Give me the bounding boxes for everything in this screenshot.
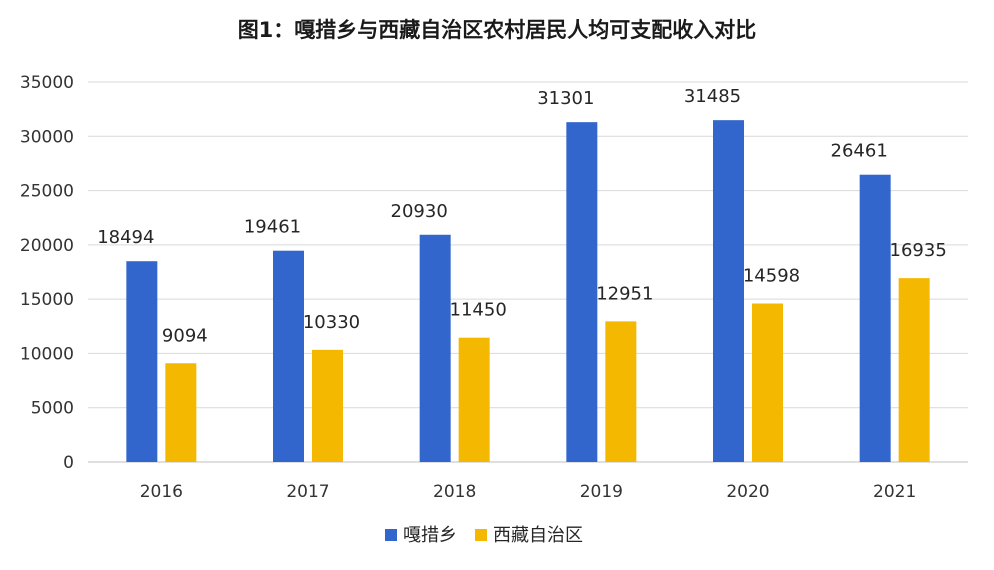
data-label: 31485 [684,86,741,107]
legend-swatch [475,529,487,541]
bar-series-2 [312,349,343,462]
y-tick-label: 5000 [31,399,74,419]
data-label: 11450 [450,300,507,321]
data-label: 9094 [162,325,208,346]
bar-series-1 [859,174,891,462]
data-label: 14598 [743,266,800,287]
bar-series-2 [752,303,783,462]
gridlines [88,81,968,463]
x-tick-label: 2016 [140,482,183,502]
y-tick-label: 15000 [20,290,74,310]
data-label: 16935 [890,240,947,261]
y-tick-label: 25000 [20,182,74,202]
legend: 嘎措乡 西藏自治区 [385,525,583,546]
legend-label: 西藏自治区 [493,525,583,546]
bar-series-2 [165,363,197,462]
bar-series-2 [458,337,490,462]
x-tick-label: 2019 [580,482,623,502]
bar-series-1 [126,261,158,462]
y-tick-label: 35000 [20,73,74,93]
y-axis-ticks: 0 5000 10000 15000 20000 25000 30000 35000 [20,73,74,473]
bar-series-1 [273,250,304,462]
data-label: 12951 [596,283,653,304]
data-label: 20930 [391,201,448,222]
data-label: 19461 [244,217,301,238]
data-label: 10330 [303,312,360,333]
y-tick-label: 10000 [20,344,74,364]
bar-series-1 [566,122,598,462]
bar-series-1 [713,120,744,463]
y-tick-label: 0 [63,453,74,473]
x-axis-ticks: 2016 2017 2018 2019 2020 2021 [140,482,917,502]
x-tick-label: 2017 [286,482,329,502]
bars [126,120,930,463]
y-tick-label: 30000 [20,127,74,147]
x-tick-label: 2021 [873,482,916,502]
chart-title: 图1：嘎措乡与西藏自治区农村居民人均可支配收入对比 [237,18,757,42]
x-tick-label: 2018 [433,482,476,502]
bar-series-2 [605,321,637,462]
bar-series-1 [419,234,451,462]
data-label: 26461 [831,141,888,162]
x-tick-label: 2020 [726,482,769,502]
legend-label: 嘎措乡 [403,525,457,546]
data-label: 31301 [537,88,594,109]
bar-series-2 [898,278,930,462]
y-tick-label: 20000 [20,236,74,256]
legend-swatch [385,529,397,541]
data-labels: 18494 9094 19461 10330 20930 11450 31301 12951 3… [97,86,947,346]
data-label: 18494 [97,227,154,248]
